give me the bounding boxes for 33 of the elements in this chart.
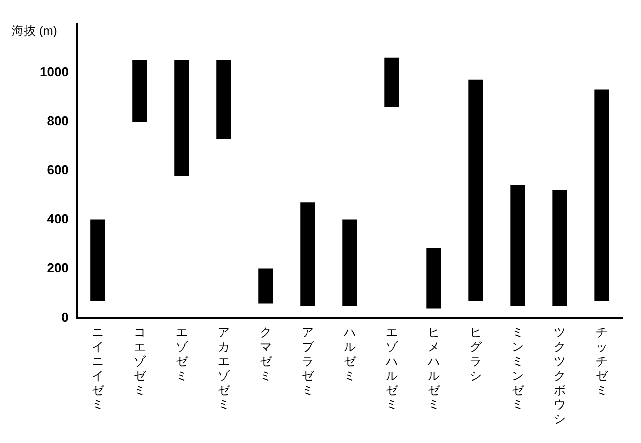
x-tick-label: クマゼミ xyxy=(260,326,273,383)
bar xyxy=(342,220,358,306)
bar xyxy=(468,80,484,302)
x-tick-label: コエゾゼミ xyxy=(134,326,147,398)
bar xyxy=(174,60,190,176)
x-tick-label: ニイニイゼミ xyxy=(92,326,105,412)
x-tick-label: ハルゼミ xyxy=(342,326,357,383)
y-axis-title: 海抜 (m) xyxy=(12,24,58,38)
x-tick-label: エゾハルゼミ xyxy=(384,326,399,412)
bar xyxy=(426,248,442,309)
y-tick-label: 800 xyxy=(47,114,69,129)
x-tick-label: ヒグラシ xyxy=(470,326,483,383)
bar xyxy=(552,190,568,306)
x-tick-label: チッチゼミ xyxy=(596,326,609,398)
x-tick-label: アブラゼミ xyxy=(302,326,315,398)
bar xyxy=(132,60,148,122)
y-tick-label: 400 xyxy=(47,212,69,227)
x-tick-label: ヒメハルゼミ xyxy=(426,326,441,412)
y-tick-label: 600 xyxy=(47,162,69,178)
bar xyxy=(594,90,610,302)
bar xyxy=(216,60,232,140)
x-tick-label: ミンミンゼミ xyxy=(512,326,525,412)
y-tick-label: 200 xyxy=(47,260,69,276)
bar xyxy=(258,268,274,304)
y-tick-label: 1000 xyxy=(40,64,69,80)
x-tick-label: エゾゼミ xyxy=(176,326,189,383)
y-tick-label: 0 xyxy=(62,310,69,325)
bar xyxy=(300,202,316,306)
bar xyxy=(384,58,400,108)
bar xyxy=(510,185,526,306)
x-tick-label: ツクツクボウシ xyxy=(554,326,566,426)
x-tick-label: アカエゾゼミ xyxy=(218,326,231,412)
bar xyxy=(90,220,106,302)
